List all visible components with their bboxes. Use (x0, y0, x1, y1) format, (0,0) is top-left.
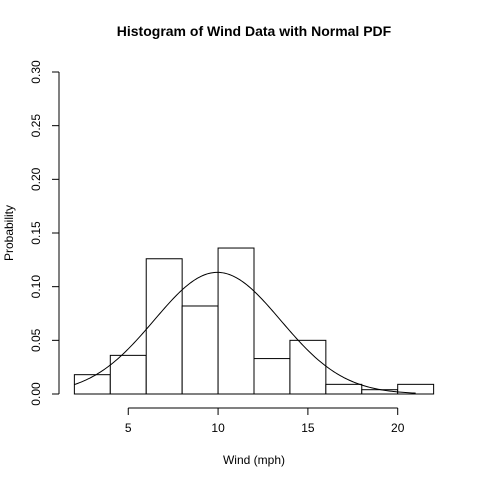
histogram-bar-5 (217, 247, 255, 395)
y-tick-label: 0.20 (29, 167, 43, 191)
y-tick-label: 0.05 (29, 328, 43, 352)
x-tick-label: 15 (301, 421, 315, 435)
x-tick-label: 10 (211, 421, 225, 435)
x-tick-label: 20 (391, 421, 405, 435)
histogram-bar-3 (145, 258, 183, 395)
y-axis: 0.00 0.05 0.10 0.15 0.20 0.25 0.30 (29, 60, 60, 406)
chart-title: Histogram of Wind Data with Normal PDF (117, 23, 392, 39)
x-axis-label: Wind (mph) (223, 453, 285, 467)
y-tick-label: 0.10 (29, 275, 43, 299)
histogram-bar-10 (397, 383, 435, 395)
histogram-bar-6 (253, 358, 291, 395)
y-tick-label: 0.25 (29, 114, 43, 138)
y-axis-label: Probability (2, 205, 16, 261)
histogram-bar-4 (181, 305, 219, 395)
histogram-bar-1 (73, 374, 111, 395)
x-axis: 5 10 15 20 (125, 407, 405, 435)
bars-group (73, 247, 435, 395)
histogram-bar-7 (289, 339, 327, 395)
y-tick-label: 0.00 (29, 382, 43, 406)
y-tick-label: 0.30 (29, 60, 43, 84)
histogram-bar-2 (109, 354, 147, 395)
x-tick-label: 5 (125, 421, 132, 435)
histogram-bar-8 (325, 383, 363, 395)
y-tick-label: 0.15 (29, 221, 43, 245)
normal-pdf-curve (74, 271, 416, 394)
